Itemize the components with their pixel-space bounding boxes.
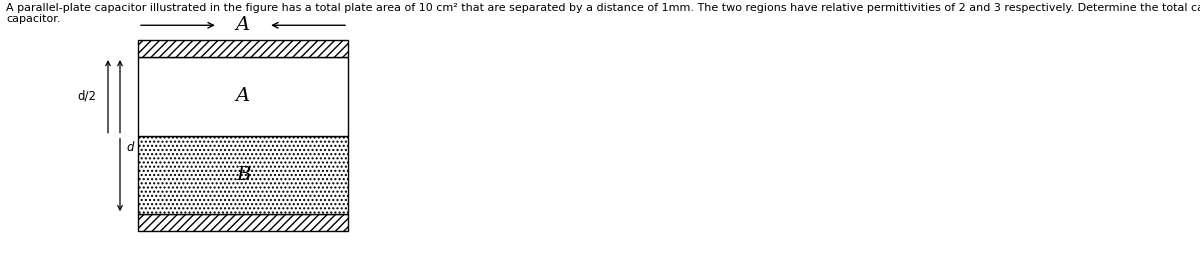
Text: A: A	[236, 88, 250, 105]
Text: B: B	[236, 166, 250, 184]
Bar	[138, 214, 348, 231]
Text: d/2: d/2	[77, 90, 96, 103]
Bar	[138, 40, 348, 57]
Text: A parallel-plate capacitor illustrated in the figure has a total plate area of 1: A parallel-plate capacitor illustrated i…	[6, 3, 1200, 24]
Text: d: d	[126, 141, 133, 154]
Text: A: A	[236, 16, 250, 34]
Bar	[138, 136, 348, 214]
Bar	[138, 57, 348, 136]
